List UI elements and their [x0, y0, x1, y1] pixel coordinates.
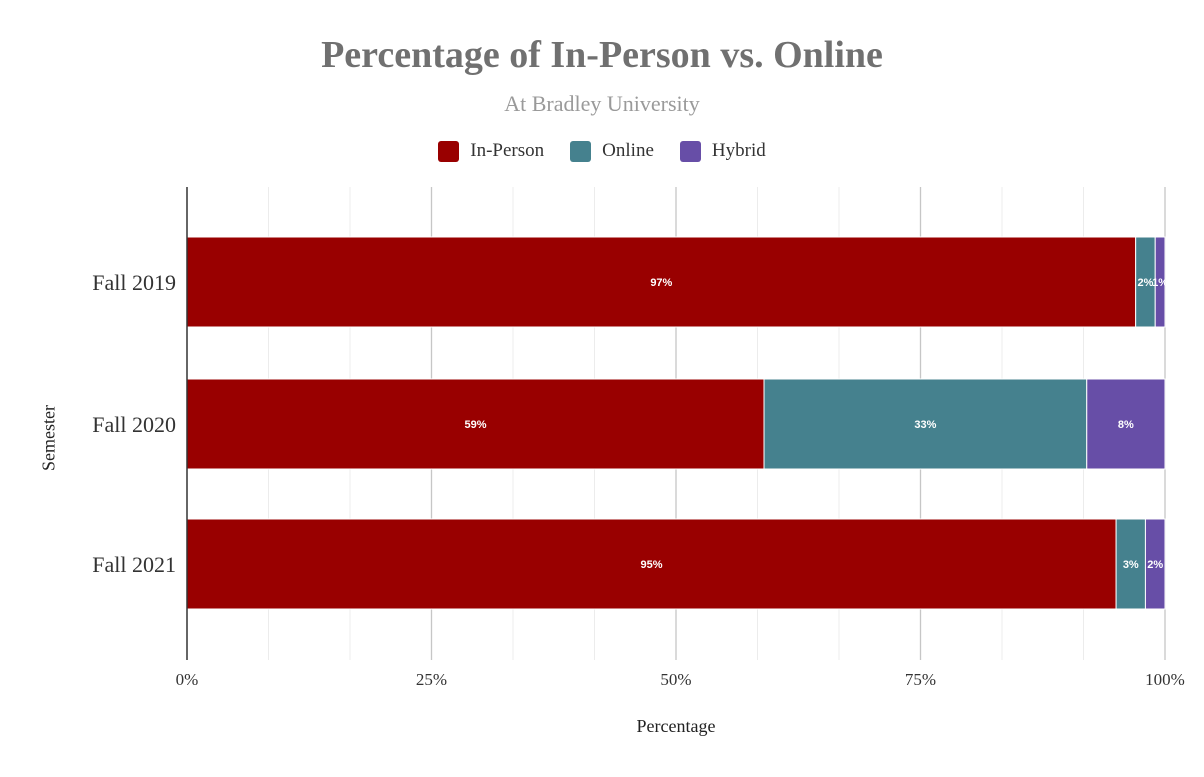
bar-online-fall-2020 — [763, 378, 1088, 470]
data-label: 1% — [1152, 277, 1168, 289]
y-axis-title: Semester — [38, 405, 59, 471]
legend-swatch-online — [570, 140, 592, 162]
legend-item-hybrid[interactable]: Hybrid — [679, 140, 766, 162]
chart-title: Percentage of In-Person vs. Online — [321, 34, 883, 76]
bar-in-person-fall-2020 — [186, 378, 765, 470]
x-tick-label: 50% — [660, 670, 691, 689]
legend-label-in-person: In-Person — [470, 140, 545, 161]
chart-subtitle: At Bradley University — [504, 91, 700, 116]
x-tick-label: 75% — [905, 670, 936, 689]
legend-label-hybrid: Hybrid — [711, 140, 766, 161]
legend-swatch-in-person — [438, 140, 460, 162]
axes: Fall 2019 Fall 2020 Fall 2021 0% 25% 50% 75% 10… — [92, 187, 1185, 689]
bar-in-person-fall-2021 — [186, 518, 1117, 610]
y-tick-label: Fall 2020 — [92, 412, 176, 437]
legend-swatch-hybrid — [679, 140, 701, 162]
data-label: 8% — [1118, 419, 1134, 431]
bar-online-fall-2021 — [1115, 518, 1146, 610]
data-label: 3% — [1123, 559, 1139, 571]
bars — [186, 236, 1166, 610]
data-label: 2% — [1137, 277, 1153, 289]
data-label: 97% — [650, 277, 672, 289]
data-label: 59% — [464, 419, 486, 431]
data-label: 2% — [1147, 559, 1163, 571]
data-label: 33% — [914, 419, 936, 431]
bar-hybrid-fall-2019 — [1154, 236, 1166, 328]
bar-hybrid-fall-2020 — [1086, 378, 1166, 470]
legend-item-in-person[interactable]: In-Person — [438, 140, 544, 162]
x-tick-label: 25% — [416, 670, 447, 689]
y-tick-label: Fall 2021 — [92, 552, 176, 577]
bar-hybrid-fall-2021 — [1144, 518, 1166, 610]
legend: In-Person Online Hybrid — [0, 140, 1204, 162]
legend-item-online[interactable]: Online — [570, 140, 654, 162]
x-axis-title: Percentage — [636, 716, 716, 736]
data-label: 95% — [641, 559, 663, 571]
y-tick-label: Fall 2019 — [92, 270, 176, 295]
x-tick-label: 0% — [176, 670, 199, 689]
x-tick-label: 100% — [1145, 670, 1185, 689]
data-labels: 97% 2%1%59% 33% 8%95% 3% 2% — [464, 277, 1168, 571]
bar-in-person-fall-2019 — [186, 236, 1137, 328]
legend-label-online: Online — [602, 140, 654, 161]
